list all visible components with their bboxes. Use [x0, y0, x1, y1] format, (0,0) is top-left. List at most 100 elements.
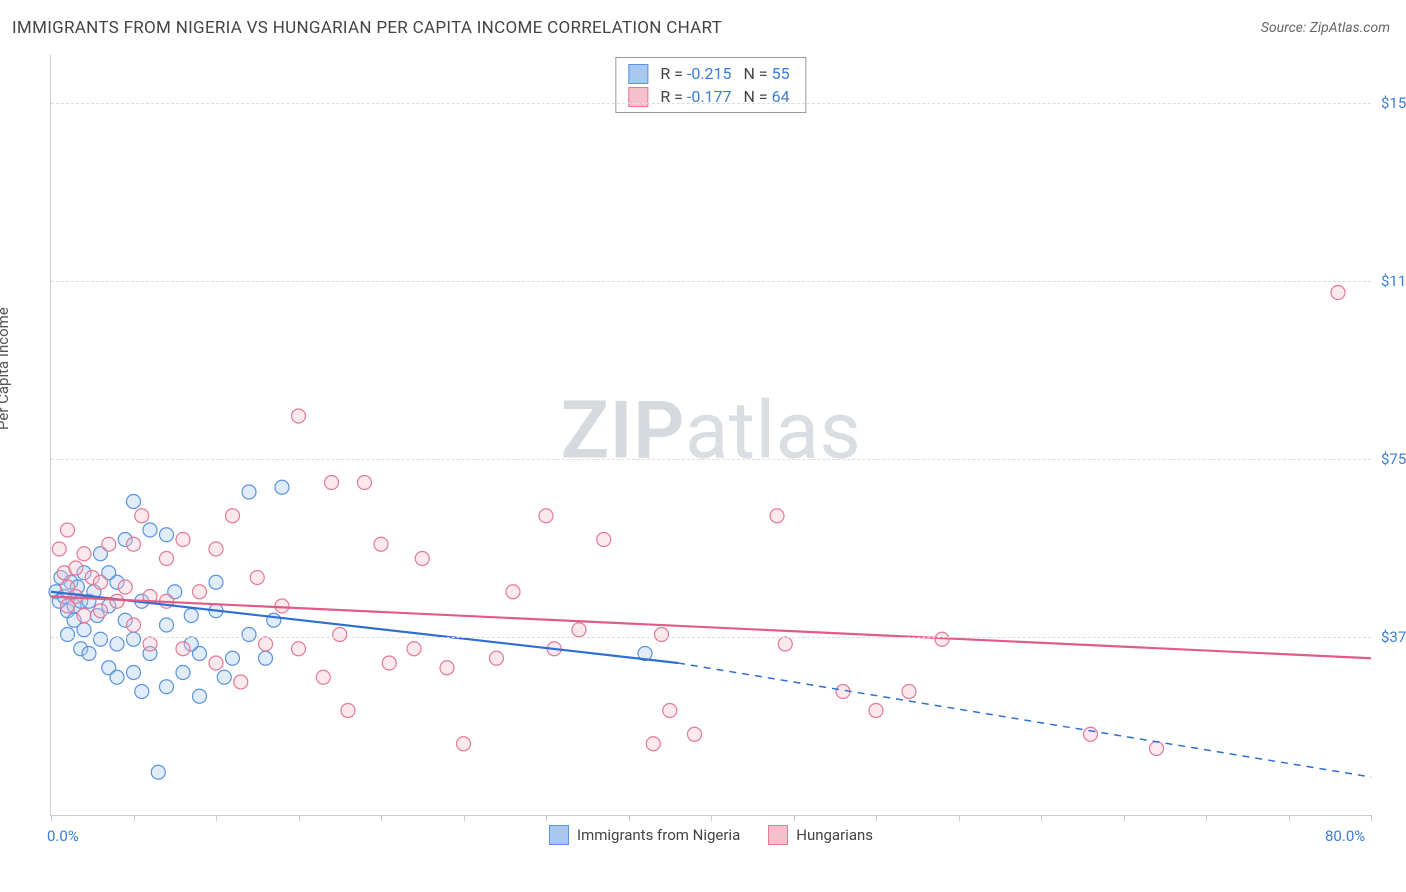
scatter-point-hungarians — [176, 642, 190, 656]
chart-container: IMMIGRANTS FROM NIGERIA VS HUNGARIAN PER… — [0, 0, 1406, 892]
correlation-legend: R = -0.215N = 55R = -0.177N = 64 — [615, 57, 806, 113]
x-tick — [1206, 815, 1207, 821]
scatter-point-nigeria — [110, 637, 124, 651]
scatter-point-hungarians — [325, 476, 339, 490]
scatter-point-hungarians — [597, 533, 611, 547]
x-tick — [794, 815, 795, 821]
x-tick — [1041, 815, 1042, 821]
scatter-point-hungarians — [316, 670, 330, 684]
series-name: Hungarians — [796, 826, 873, 844]
scatter-point-hungarians — [382, 656, 396, 670]
scatter-point-hungarians — [94, 604, 108, 618]
scatter-point-hungarians — [127, 618, 141, 632]
gridline — [51, 637, 1371, 638]
scatter-point-hungarians — [259, 637, 273, 651]
scatter-point-nigeria — [184, 609, 198, 623]
scatter-point-hungarians — [1084, 727, 1098, 741]
scatter-point-hungarians — [209, 656, 223, 670]
scatter-point-hungarians — [572, 623, 586, 637]
scatter-point-nigeria — [275, 480, 289, 494]
x-tick — [299, 815, 300, 821]
scatter-point-nigeria — [151, 765, 165, 779]
gridline — [51, 281, 1371, 282]
scatter-point-nigeria — [143, 523, 157, 537]
legend-swatch-nigeria — [549, 825, 569, 845]
legend-n-value: 55 — [772, 64, 790, 83]
scatter-point-hungarians — [61, 599, 75, 613]
scatter-point-hungarians — [333, 628, 347, 642]
scatter-point-hungarians — [102, 537, 116, 551]
legend-row-nigeria: R = -0.215N = 55 — [624, 62, 797, 85]
scatter-point-hungarians — [770, 509, 784, 523]
legend-swatch-nigeria — [628, 64, 648, 84]
scatter-point-hungarians — [110, 594, 124, 608]
scatter-point-hungarians — [234, 675, 248, 689]
trendline-dashed-nigeria — [678, 663, 1371, 777]
scatter-point-nigeria — [209, 575, 223, 589]
scatter-point-nigeria — [226, 651, 240, 665]
scatter-point-hungarians — [440, 661, 454, 675]
x-tick — [1124, 815, 1125, 821]
scatter-point-hungarians — [77, 547, 91, 561]
scatter-point-hungarians — [135, 509, 149, 523]
x-tick — [1289, 815, 1290, 821]
legend-r-label: R = — [660, 64, 687, 83]
series-legend-item-hungarians: Hungarians — [768, 825, 873, 845]
source-name: ZipAtlas.com — [1310, 20, 1390, 36]
legend-swatch-hungarians — [628, 87, 648, 107]
scatter-point-hungarians — [94, 575, 108, 589]
scatter-point-hungarians — [118, 580, 132, 594]
scatter-point-hungarians — [226, 509, 240, 523]
scatter-point-hungarians — [1331, 286, 1345, 300]
y-tick-label: $150,000 — [1381, 94, 1406, 112]
x-tick — [711, 815, 712, 821]
scatter-point-hungarians — [688, 727, 702, 741]
series-legend-item-nigeria: Immigrants from Nigeria — [549, 825, 740, 845]
scatter-point-hungarians — [292, 409, 306, 423]
x-tick — [629, 815, 630, 821]
x-axis-label: 80.0% — [1325, 827, 1365, 845]
scatter-point-nigeria — [110, 670, 124, 684]
scatter-point-nigeria — [94, 632, 108, 646]
source-attribution: Source: ZipAtlas.com — [1261, 20, 1390, 36]
scatter-svg — [51, 55, 1371, 815]
gridline — [51, 103, 1371, 104]
scatter-point-nigeria — [127, 666, 141, 680]
scatter-point-hungarians — [143, 637, 157, 651]
x-tick — [959, 815, 960, 821]
scatter-point-nigeria — [127, 495, 141, 509]
scatter-point-hungarians — [457, 737, 471, 751]
scatter-point-hungarians — [160, 552, 174, 566]
scatter-point-hungarians — [127, 537, 141, 551]
scatter-point-hungarians — [209, 542, 223, 556]
y-tick-label: $37,500 — [1381, 628, 1406, 646]
scatter-point-nigeria — [61, 628, 75, 642]
scatter-point-hungarians — [61, 523, 75, 537]
scatter-point-hungarians — [292, 642, 306, 656]
plot-area: ZIPatlas R = -0.215N = 55R = -0.177N = 6… — [50, 55, 1371, 816]
scatter-point-nigeria — [82, 647, 96, 661]
x-tick — [1371, 815, 1372, 821]
scatter-point-hungarians — [902, 685, 916, 699]
scatter-point-hungarians — [250, 571, 264, 585]
legend-swatch-hungarians — [768, 825, 788, 845]
y-tick-label: $75,000 — [1381, 450, 1406, 468]
y-axis-title: Per Capita Income — [0, 307, 12, 430]
scatter-point-hungarians — [539, 509, 553, 523]
x-tick — [134, 815, 135, 821]
scatter-point-nigeria — [160, 528, 174, 542]
scatter-point-hungarians — [358, 476, 372, 490]
scatter-point-nigeria — [242, 628, 256, 642]
scatter-point-hungarians — [415, 552, 429, 566]
scatter-point-nigeria — [77, 623, 91, 637]
scatter-point-nigeria — [242, 485, 256, 499]
scatter-point-nigeria — [217, 670, 231, 684]
scatter-point-hungarians — [77, 609, 91, 623]
x-axis-label: 0.0% — [47, 827, 79, 845]
scatter-point-hungarians — [490, 651, 504, 665]
scatter-point-hungarians — [193, 585, 207, 599]
chart-title: IMMIGRANTS FROM NIGERIA VS HUNGARIAN PER… — [12, 18, 722, 38]
x-tick — [51, 815, 52, 821]
scatter-point-nigeria — [193, 689, 207, 703]
scatter-point-hungarians — [506, 585, 520, 599]
